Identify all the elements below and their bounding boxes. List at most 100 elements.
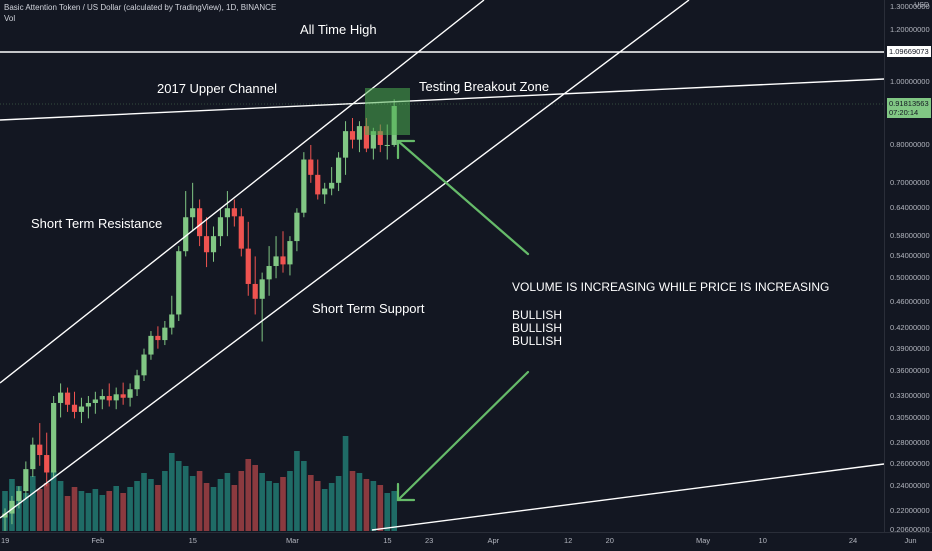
volume-bar: [335, 476, 342, 531]
time-tick-label: 12: [563, 536, 573, 545]
candle-body: [266, 266, 272, 280]
volume-bar: [377, 485, 384, 531]
candle: [99, 389, 105, 410]
candle: [315, 159, 321, 200]
volume-bar: [113, 486, 119, 531]
volume-bar: [148, 479, 154, 531]
candle: [51, 396, 57, 478]
candle-body: [322, 188, 328, 195]
candle-body: [336, 157, 342, 183]
candle-body: [2, 513, 8, 518]
candle-body: [141, 354, 147, 376]
upper-channel-line: [0, 78, 884, 121]
candle-body: [85, 402, 91, 407]
price-axis[interactable]: USD 1.30000000 1.20000000 1.00000000 0.8000…: [884, 0, 932, 534]
candle-body: [356, 126, 363, 140]
candle: [2, 508, 8, 531]
candle: [120, 382, 126, 405]
volume-indicator-label: Vol: [4, 14, 16, 23]
candle: [224, 191, 230, 237]
candle-body: [329, 182, 335, 189]
candle-body: [44, 455, 50, 473]
candle: [37, 423, 43, 466]
candle: [162, 320, 168, 346]
volume-bar: [50, 471, 57, 531]
volume-bar: [189, 476, 196, 531]
volume-bar: [106, 491, 113, 531]
candle: [322, 182, 328, 204]
volume-bar: [23, 493, 29, 531]
candle: [106, 383, 112, 407]
time-tick-label: Mar: [285, 536, 299, 545]
time-tick-label: 23: [424, 536, 434, 545]
candle: [30, 437, 36, 478]
volume-bar: [217, 479, 224, 531]
candle-body: [71, 404, 78, 412]
support-line: [0, 0, 690, 519]
candle: [203, 217, 210, 268]
candle-body: [9, 500, 15, 514]
symbol-title: Basic Attention Token / US Dollar (calcu…: [4, 3, 277, 12]
volume-bar: [30, 476, 36, 531]
chart-area[interactable]: Basic Attention Token / US Dollar (calcu…: [0, 0, 884, 532]
volume-bar: [162, 471, 168, 531]
candle-body: [64, 392, 71, 405]
volume-bar: [99, 495, 106, 531]
candle-body: [120, 394, 126, 398]
time-tick-label: 24: [848, 536, 858, 545]
time-axis[interactable]: 19 Feb 15 Mar 15 23 Apr 12 20 May 10 24 Jun: [0, 532, 932, 551]
candle: [259, 272, 265, 342]
candle-body: [294, 212, 300, 242]
candle-body: [245, 248, 251, 284]
candle-body: [148, 335, 154, 355]
price-tick-label: 0.24000000: [890, 481, 930, 491]
price-tick-label: 0.42000000: [890, 322, 930, 332]
price-tick-label: 0.33000000: [890, 391, 930, 401]
candle: [85, 396, 91, 419]
candle-body: [190, 208, 196, 218]
volume-bar: [245, 459, 252, 531]
candle-body: [252, 283, 258, 299]
candle-body: [238, 216, 244, 249]
candle: [113, 387, 119, 410]
time-tick-label: 20: [605, 536, 614, 545]
price-tick-label: 0.46000000: [890, 296, 930, 306]
candle: [356, 121, 363, 153]
candle: [238, 208, 244, 257]
candle: [280, 231, 286, 273]
bullish-label-3: BULLISH: [512, 334, 563, 348]
candle-body: [203, 236, 210, 253]
candle-body: [315, 174, 321, 195]
candle-body: [127, 389, 133, 398]
current-price-box: 0.91813563 07:20:14: [887, 98, 931, 118]
breakout-zone: [365, 88, 410, 135]
volume-bar: [175, 461, 182, 531]
price-tick-label: 0.70000000: [890, 177, 930, 187]
candle-body: [273, 256, 279, 267]
volume-bar: [342, 436, 349, 531]
ath-label: All Time High: [300, 22, 377, 37]
candle-body: [78, 406, 85, 412]
candle-body: [301, 159, 307, 213]
volume-bar: [224, 473, 231, 531]
candle: [176, 246, 182, 321]
time-tick-label: Feb: [91, 536, 105, 545]
price-tick-label: 0.36000000: [890, 366, 930, 376]
candle-body: [210, 236, 217, 253]
volume-bar: [210, 487, 217, 531]
bullish-label-1: BULLISH: [512, 308, 563, 322]
chart-canvas[interactable]: [0, 0, 884, 532]
price-tick-label: 0.26000000: [890, 458, 930, 468]
volume-bar: [308, 475, 314, 531]
candle: [190, 182, 196, 232]
price-tick-label: 0.58000000: [890, 231, 930, 241]
volume-bar: [273, 483, 279, 531]
candle-body: [287, 241, 293, 265]
volume-bar: [328, 483, 335, 531]
volume-bar: [36, 489, 43, 531]
candle-body: [377, 131, 383, 145]
volume-bar: [16, 486, 22, 531]
candle: [183, 191, 189, 257]
candle: [71, 391, 78, 419]
candle-body: [384, 144, 390, 146]
